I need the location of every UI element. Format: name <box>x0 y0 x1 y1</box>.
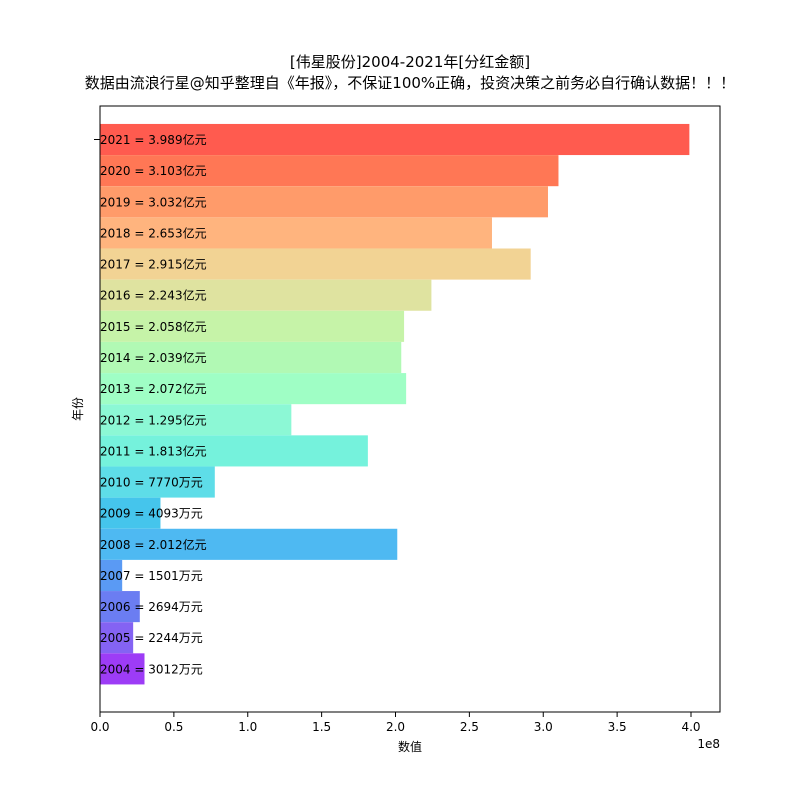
x-axis-label: 数值 <box>398 739 422 754</box>
bar-2010 <box>100 466 215 498</box>
plot-area <box>99 105 721 713</box>
bar-2014 <box>100 341 402 374</box>
x-tick-label: 1.0 <box>238 720 257 734</box>
bar-label-2013: 2013 = 2.072亿元 <box>100 381 207 396</box>
x-tick-label: 3.0 <box>534 720 553 734</box>
bar-label-2011: 2011 = 1.813亿元 <box>100 443 207 458</box>
bar-labels-group: 2021 = 3.989亿元 2020 = 3.103亿元 2019 = 3.032… <box>100 132 207 676</box>
x-tick-label: 1.5 <box>312 720 331 734</box>
bar-2005 <box>100 622 134 654</box>
bar-label-2005: 2005 = 2244万元 <box>100 631 203 645</box>
bar-label-2014: 2014 = 2.039亿元 <box>100 350 207 365</box>
bar-2009 <box>100 497 161 529</box>
bar-2011 <box>100 435 368 467</box>
bar-2016 <box>100 279 432 311</box>
x-tick-label: 4.0 <box>681 720 700 734</box>
bar-label-2017: 2017 = 2.915亿元 <box>100 257 207 272</box>
bar-2021 <box>100 123 690 156</box>
chart-subtitle: 数据由流浪行星@知乎整理自《年报》，不保证100%正确，投资决策之前务必自行确认… <box>85 74 735 92</box>
bar-label-2015: 2015 = 2.058亿元 <box>100 319 207 334</box>
bar-2004 <box>100 653 145 685</box>
bars-group <box>100 123 690 685</box>
bar-label-2019: 2019 = 3.032亿元 <box>100 194 207 209</box>
bar-2013 <box>100 373 407 405</box>
bar-2017 <box>100 248 531 280</box>
bar-label-2020: 2020 = 3.103亿元 <box>100 163 207 178</box>
bar-2007 <box>100 559 123 592</box>
bar-label-2021: 2021 = 3.989亿元 <box>100 132 207 147</box>
x-axis: 0.0 0.5 1.0 1.5 2.0 2.5 3.0 3.5 4.0 <box>90 712 701 734</box>
chart-title: [伟星股份]2004-2021年[分红金额] <box>290 53 530 71</box>
bar-label-2016: 2016 = 2.243亿元 <box>100 288 207 303</box>
bar-label-2006: 2006 = 2694万元 <box>100 600 203 614</box>
y-axis-label: 年份 <box>71 397 85 421</box>
x-tick-label: 2.0 <box>386 720 405 734</box>
bar-label-2009: 2009 = 4093万元 <box>100 507 203 521</box>
bar-2015 <box>100 310 405 342</box>
x-tick-label: 2.5 <box>460 720 479 734</box>
x-tick-label: 0.0 <box>90 720 109 734</box>
bar-label-2004: 2004 = 3012万元 <box>100 662 203 676</box>
bar-2008 <box>100 528 398 560</box>
bar-label-2010: 2010 = 7770万元 <box>100 476 203 490</box>
bar-2019 <box>100 186 548 218</box>
bar-label-2018: 2018 = 2.653亿元 <box>100 225 207 240</box>
bar-2012 <box>100 404 292 436</box>
bar-label-2012: 2012 = 1.295亿元 <box>100 412 207 427</box>
bar-2006 <box>100 591 140 623</box>
bar-2018 <box>100 217 492 249</box>
x-axis-scale-label: 1e8 <box>697 737 720 751</box>
x-tick-label: 3.5 <box>608 720 627 734</box>
bar-2020 <box>100 155 559 187</box>
x-tick-label: 0.5 <box>164 720 183 734</box>
bar-label-2007: 2007 = 1501万元 <box>100 569 203 583</box>
bar-label-2008: 2008 = 2.012亿元 <box>100 537 207 552</box>
